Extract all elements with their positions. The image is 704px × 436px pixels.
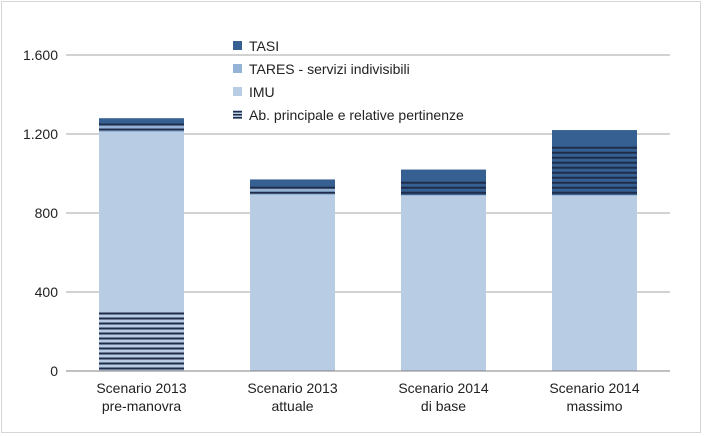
x-tick-label: Scenario 2014 di base — [398, 380, 489, 414]
legend-item: TASI — [233, 38, 279, 54]
legend-label: IMU — [249, 84, 275, 100]
hatch-stripe — [401, 181, 486, 184]
hatch-stripe — [99, 357, 184, 360]
bar-hatch-overlay — [99, 312, 184, 370]
y-tick-label: 1.200 — [23, 126, 58, 142]
bar-hatch-overlay — [99, 123, 184, 131]
hatch-stripe — [99, 322, 184, 325]
hatch-stripe — [99, 367, 184, 370]
hatch-stripe — [552, 191, 637, 194]
legend-item: IMU — [233, 84, 275, 100]
y-axis: 0 400 800 1.200 1.600 — [23, 47, 58, 379]
legend-item: Ab. principale e relative pertinenze — [233, 107, 464, 123]
hatch-stripe — [99, 362, 184, 365]
bar-segment-tares-servizi-indivisibili — [250, 187, 335, 196]
legend-label: Ab. principale e relative pertinenze — [249, 107, 464, 123]
x-tick-label: Scenario 2013 pre-manovra — [96, 380, 187, 414]
hatch-stripe — [552, 186, 637, 189]
x-tick-label: Scenario 2014 massimo — [549, 380, 640, 414]
y-tick-label: 400 — [35, 284, 59, 300]
bar-segment-tasi — [99, 118, 184, 125]
x-tick-label: Scenario 2013 attuale — [247, 380, 338, 414]
hatch-stripe — [99, 123, 184, 126]
legend-item: TARES - servizi indivisibili — [233, 61, 410, 77]
bar-hatch-overlay — [552, 146, 637, 194]
bar-segment-imu — [552, 195, 637, 371]
legend: TASI TARES - servizi indivisibili IMU Ab. p… — [233, 38, 464, 123]
bar-segment-imu — [250, 195, 335, 371]
hatch-stripe — [99, 128, 184, 131]
hatch-stripe — [552, 156, 637, 159]
hatch-stripe — [99, 312, 184, 315]
hatch-stripe — [552, 181, 637, 184]
hatch-stripe — [552, 171, 637, 174]
hatch-stripe — [99, 342, 184, 345]
legend-swatch — [233, 87, 242, 96]
hatch-stripe — [99, 317, 184, 320]
hatch-stripe — [99, 347, 184, 350]
hatch-stripe — [552, 151, 637, 154]
hatch-stripe — [552, 146, 637, 149]
bars — [99, 118, 637, 371]
legend-swatch — [233, 41, 242, 50]
bar-segment-tasi — [250, 179, 335, 188]
legend-swatch — [233, 64, 242, 73]
bar-hatch-overlay — [401, 181, 486, 194]
y-tick-label: 800 — [35, 205, 59, 221]
hatch-stripe — [250, 186, 335, 189]
hatch-stripe — [552, 166, 637, 169]
legend-label: TASI — [249, 38, 279, 54]
bar-segment-imu — [401, 195, 486, 371]
hatch-stripe — [99, 352, 184, 355]
bar-segment-imu — [99, 132, 184, 371]
bar-hatch-overlay — [250, 186, 335, 194]
x-axis: Scenario 2013 pre-manovra Scenario 2013 att… — [66, 370, 670, 414]
hatch-stripe — [401, 191, 486, 194]
legend-swatch-hatched — [233, 110, 242, 119]
hatch-stripe — [99, 337, 184, 340]
hatch-stripe — [552, 161, 637, 164]
legend-label: TARES - servizi indivisibili — [249, 61, 410, 77]
hatch-stripe — [401, 186, 486, 189]
bar-segment-tares-servizi-indivisibili — [99, 124, 184, 133]
hatch-stripe — [99, 332, 184, 335]
y-tick-label: 0 — [50, 363, 58, 379]
hatch-stripe — [250, 191, 335, 194]
hatch-stripe — [552, 176, 637, 179]
y-tick-label: 1.600 — [23, 47, 58, 63]
hatch-stripe — [99, 327, 184, 330]
